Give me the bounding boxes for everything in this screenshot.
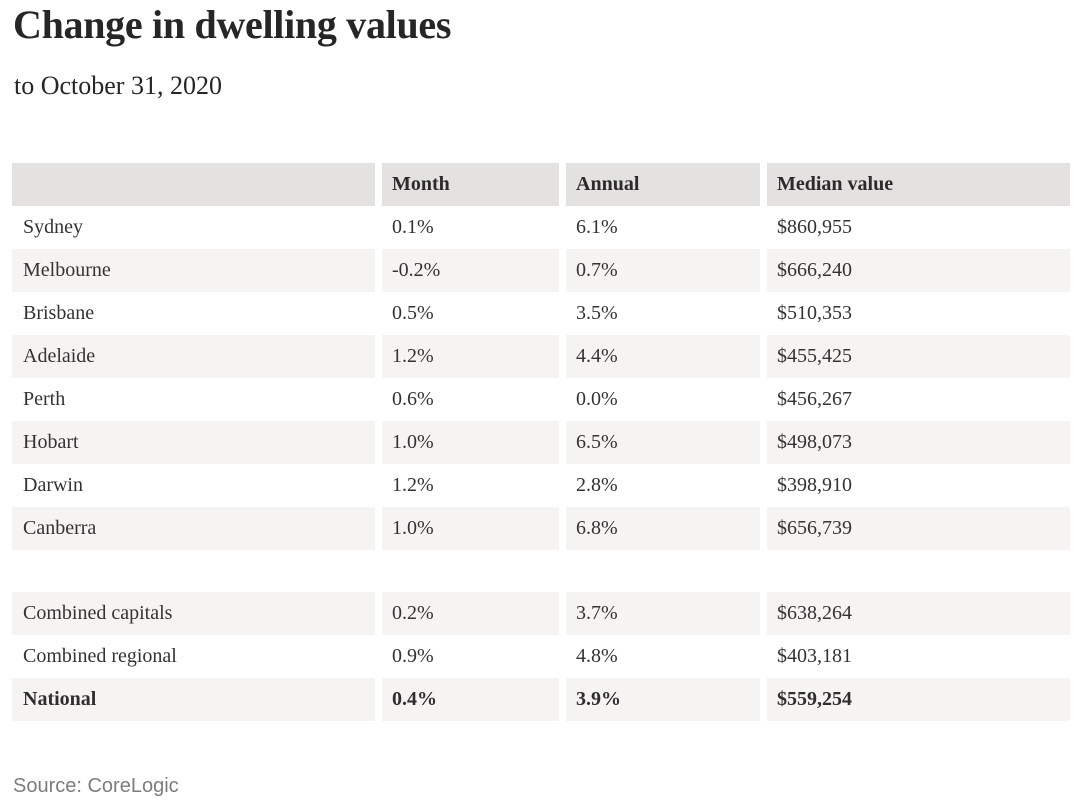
table-body: Sydney 0.1% 6.1% $860,955 Melbourne -0.2% 0.7%… — [12, 206, 1070, 721]
median-value-cell: $455,425 — [767, 335, 1070, 378]
median-value-cell: $398,910 — [767, 464, 1070, 507]
annual-value-cell: 6.1% — [566, 206, 760, 249]
median-value-cell: $510,353 — [767, 292, 1070, 335]
month-value-cell: 0.9% — [382, 635, 559, 678]
median-value-cell: $638,264 — [767, 592, 1070, 635]
annual-value-cell: 3.9% — [566, 678, 760, 721]
region-label-cell: Combined capitals — [12, 592, 375, 635]
median-value-cell: $456,267 — [767, 378, 1070, 421]
month-value-cell: 1.0% — [382, 507, 559, 550]
annual-value-cell: 0.0% — [566, 378, 760, 421]
table-row: Hobart 1.0% 6.5% $498,073 — [12, 421, 1070, 464]
median-value-cell: $498,073 — [767, 421, 1070, 464]
region-label-cell: National — [12, 678, 375, 721]
month-value-cell: 0.1% — [382, 206, 559, 249]
annual-value-cell: 2.8% — [566, 464, 760, 507]
month-value-cell: 1.2% — [382, 335, 559, 378]
region-label-cell: Combined regional — [12, 635, 375, 678]
median-value-cell: $666,240 — [767, 249, 1070, 292]
table-row: Sydney 0.1% 6.1% $860,955 — [12, 206, 1070, 249]
annual-value-cell: 4.4% — [566, 335, 760, 378]
median-value-cell: $860,955 — [767, 206, 1070, 249]
annual-value-cell: 0.7% — [566, 249, 760, 292]
dwelling-values-table: Month Annual Median value Sydney 0.1% 6.1%… — [12, 163, 1070, 721]
region-label-cell: Perth — [12, 378, 375, 421]
region-label-cell: Darwin — [12, 464, 375, 507]
table-row: Adelaide 1.2% 4.4% $455,425 — [12, 335, 1070, 378]
month-value-cell: 1.2% — [382, 464, 559, 507]
median-value-cell: $656,739 — [767, 507, 1070, 550]
month-value-cell: 0.2% — [382, 592, 559, 635]
region-label-cell: Adelaide — [12, 335, 375, 378]
annual-value-cell: 3.5% — [566, 292, 760, 335]
source-attribution: Source: CoreLogic — [13, 775, 179, 797]
table-header-row: Month Annual Median value — [12, 163, 1070, 206]
median-value-cell: $403,181 — [767, 635, 1070, 678]
table-row: Canberra 1.0% 6.8% $656,739 — [12, 507, 1070, 550]
region-label-cell: Canberra — [12, 507, 375, 550]
month-value-cell: 1.0% — [382, 421, 559, 464]
chart-subtitle: to October 31, 2020 — [14, 71, 222, 100]
region-label-cell: Melbourne — [12, 249, 375, 292]
column-header-month: Month — [382, 163, 559, 206]
annual-value-cell: 3.7% — [566, 592, 760, 635]
region-label-cell: Hobart — [12, 421, 375, 464]
table-row: Combined regional 0.9% 4.8% $403,181 — [12, 635, 1070, 678]
chart-title: Change in dwelling values — [13, 2, 452, 47]
column-header-empty — [12, 163, 375, 206]
month-value-cell: 0.4% — [382, 678, 559, 721]
month-value-cell: -0.2% — [382, 249, 559, 292]
table-row: Brisbane 0.5% 3.5% $510,353 — [12, 292, 1070, 335]
column-header-annual: Annual — [566, 163, 760, 206]
annual-value-cell: 6.8% — [566, 507, 760, 550]
column-header-median-value: Median value — [767, 163, 1070, 206]
month-value-cell: 0.6% — [382, 378, 559, 421]
table-row: National 0.4% 3.9% $559,254 — [12, 678, 1070, 721]
table-row: Combined capitals 0.2% 3.7% $638,264 — [12, 592, 1070, 635]
month-value-cell: 0.5% — [382, 292, 559, 335]
table-row: Perth 0.6% 0.0% $456,267 — [12, 378, 1070, 421]
median-value-cell: $559,254 — [767, 678, 1070, 721]
table-row: Darwin 1.2% 2.8% $398,910 — [12, 464, 1070, 507]
table-gap — [12, 550, 1070, 592]
table-row: Melbourne -0.2% 0.7% $666,240 — [12, 249, 1070, 292]
region-label-cell: Brisbane — [12, 292, 375, 335]
annual-value-cell: 6.5% — [566, 421, 760, 464]
region-label-cell: Sydney — [12, 206, 375, 249]
annual-value-cell: 4.8% — [566, 635, 760, 678]
